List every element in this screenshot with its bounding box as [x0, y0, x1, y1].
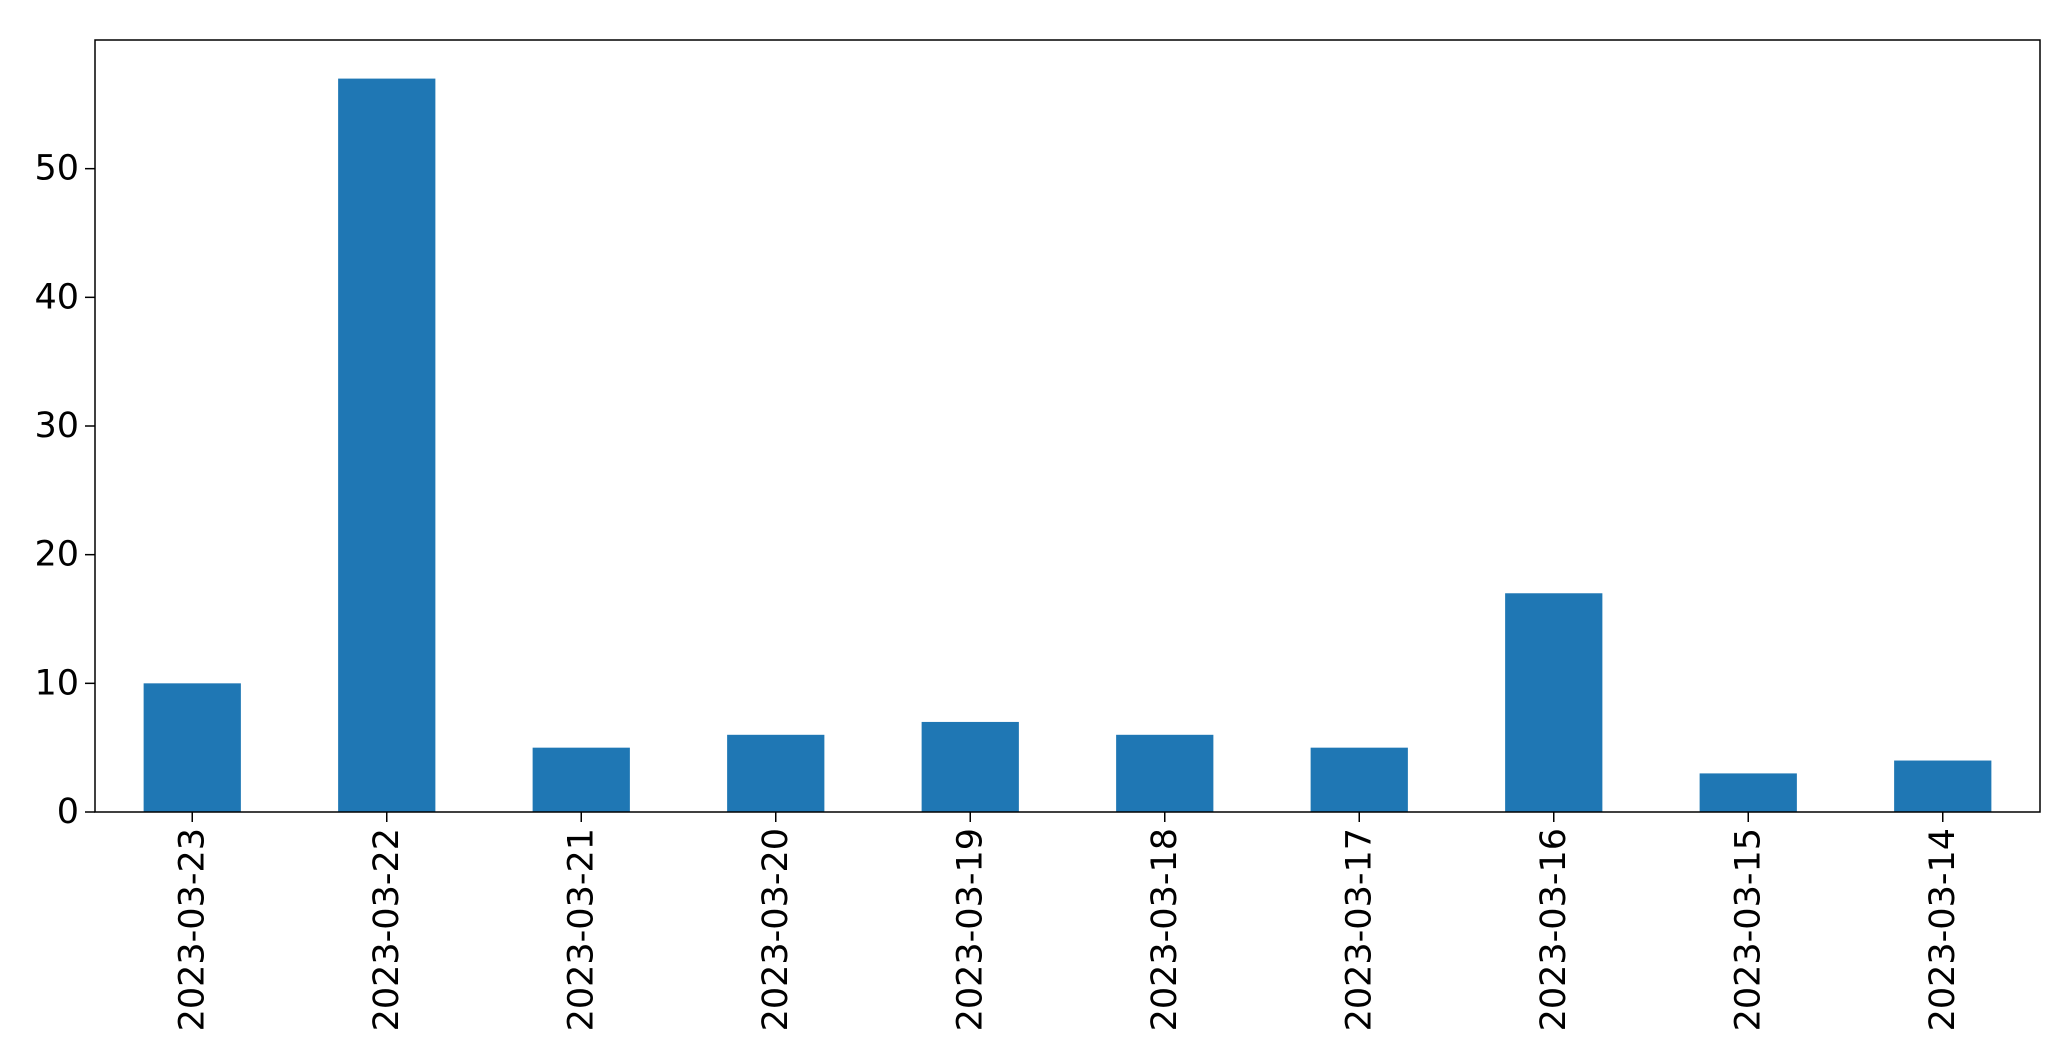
bar-2023-03-19	[921, 721, 1019, 812]
x-tick-label: 2023-03-23	[172, 828, 212, 1031]
y-tick-label: 50	[34, 149, 79, 189]
y-tick-label: 40	[34, 277, 79, 317]
x-axis: 2023-03-23 2023-03-22 2023-03-21 2023-03-20…	[172, 812, 1963, 1031]
bar-2023-03-22	[338, 78, 436, 813]
x-tick-label: 2023-03-14	[1923, 828, 1963, 1031]
bar-2023-03-20	[727, 734, 825, 812]
bar-2023-03-18	[1116, 734, 1214, 812]
bar-2023-03-15	[1699, 773, 1797, 812]
bar-2023-03-17	[1310, 747, 1408, 812]
bar-2023-03-21	[532, 747, 630, 812]
x-tick-label: 2023-03-17	[1339, 828, 1379, 1031]
x-tick-label: 2023-03-18	[1145, 828, 1185, 1031]
y-tick-label: 30	[34, 406, 79, 446]
x-tick-label: 2023-03-21	[561, 828, 601, 1031]
y-tick-label: 10	[34, 663, 79, 703]
bar-2023-03-14	[1894, 760, 1992, 812]
x-tick-label: 2023-03-15	[1728, 828, 1768, 1031]
bars-group	[143, 78, 1992, 813]
bar-2023-03-23	[143, 683, 241, 812]
x-tick-label: 2023-03-22	[367, 828, 407, 1031]
bar-2023-03-16	[1505, 593, 1603, 812]
y-tick-label: 0	[57, 792, 79, 832]
y-axis: 0 10 20 30 40 50	[34, 149, 95, 832]
x-tick-label: 2023-03-20	[756, 828, 796, 1031]
y-tick-label: 20	[34, 535, 79, 575]
x-tick-label: 2023-03-16	[1534, 828, 1574, 1031]
x-tick-label: 2023-03-19	[950, 828, 990, 1031]
